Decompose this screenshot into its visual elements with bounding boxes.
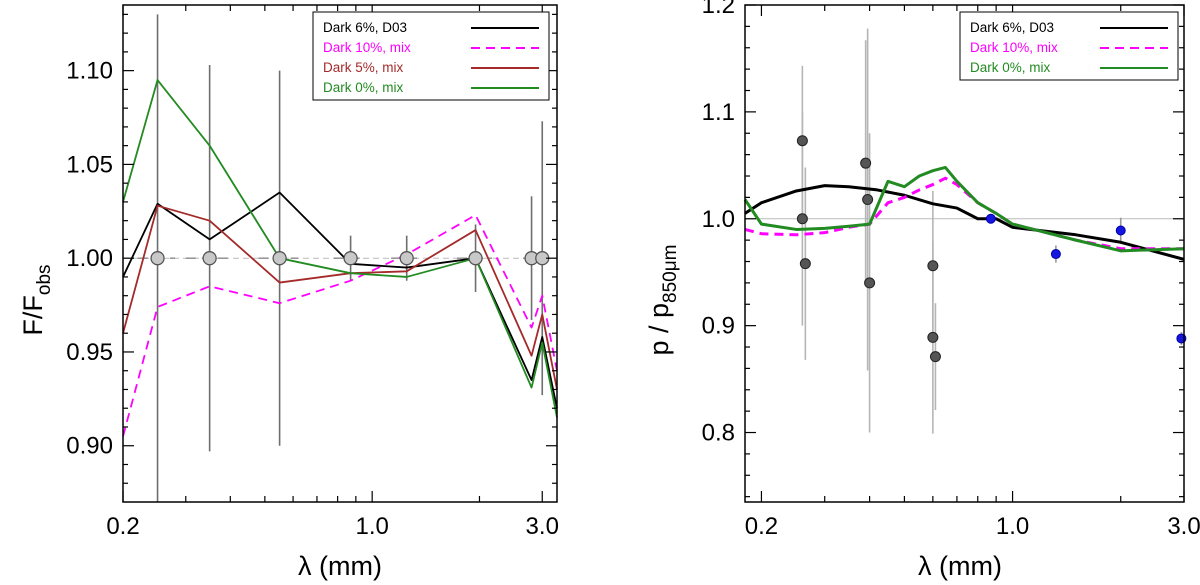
right-data-point: [927, 331, 939, 343]
left-y-tick-label: 1.05: [66, 151, 113, 178]
left-data-point: [343, 251, 358, 266]
right-data-point: [862, 194, 874, 206]
right-plot-frame: [744, 4, 1185, 503]
left-legend: Dark 6%, D03 Dark 10%, mix Dark 5%, mix Dar…: [312, 11, 550, 101]
right-legend-label-2: Dark 0%, mix: [970, 60, 1051, 75]
right-y-tick-label: 1.0: [702, 206, 735, 233]
right-data-point: [1050, 249, 1061, 260]
right-chart-panel: p / p850μm λ (mm) 0.8 0.9 1.0 1.1 1.2 0.2 1.0 3…: [644, 0, 1200, 581]
left-legend-label-2: Dark 5%, mix: [323, 60, 404, 75]
left-y-axis-label-subscript: obs: [34, 264, 55, 295]
right-data-point: [799, 258, 811, 270]
right-y-tick-label: 0.8: [702, 420, 735, 447]
right-y-tick-label: 1.1: [702, 99, 735, 126]
right-y-tick-label: 1.2: [702, 0, 735, 19]
right-series-line-2: [743, 165, 1185, 253]
left-x-tick-label: 3.0: [526, 513, 559, 540]
right-x-tick-label: 0.2: [745, 513, 778, 540]
left-series-line-3: [122, 79, 558, 418]
left-data-point: [202, 251, 217, 266]
left-x-tick-label: 0.2: [106, 513, 139, 540]
left-data-point: [272, 251, 287, 266]
left-y-tick-label: 0.95: [66, 339, 113, 366]
right-y-axis-label: p / p850μm: [644, 244, 681, 355]
right-legend-label-1: Dark 10%, mix: [970, 40, 1058, 55]
right-series-line-0: [744, 184, 1185, 261]
right-data-point: [796, 213, 808, 225]
left-y-tick-label: 0.90: [66, 433, 113, 460]
right-data-point: [929, 351, 941, 363]
right-x-tick-label: 3.0: [1167, 513, 1200, 540]
right-x-axis-label: λ (mm): [918, 551, 1002, 581]
right-data-point: [1115, 225, 1126, 236]
left-x-axis-label: λ (mm): [298, 551, 382, 581]
right-data-point: [927, 260, 939, 272]
right-plot-area: [743, 28, 1187, 434]
right-data-point: [796, 135, 808, 147]
right-series-lines: [743, 165, 1185, 261]
right-series-line-1: [744, 176, 1184, 251]
left-series-lines: [122, 79, 558, 437]
right-y-tick-label: 0.9: [702, 313, 735, 340]
right-data-point: [864, 277, 876, 289]
left-data-point: [399, 251, 414, 266]
left-data-point: [468, 251, 483, 266]
left-legend-label-1: Dark 10%, mix: [323, 40, 411, 55]
left-plot-frame: [122, 4, 558, 503]
left-legend-label-3: Dark 0%, mix: [323, 80, 404, 95]
left-y-tick-label: 1.10: [66, 58, 113, 85]
left-y-tick-label: 1.00: [66, 245, 113, 272]
right-y-axis-label-subscript: 850μm: [660, 244, 681, 302]
left-chart-panel: F/Fobs λ (mm) 0.90 0.95 1.00 1.05 1.10 0.2 1.0…: [18, 4, 559, 581]
right-legend-label-0: Dark 6%, D03: [970, 20, 1054, 35]
right-data-point: [985, 213, 996, 224]
left-x-tick-label: 1.0: [355, 513, 388, 540]
left-plot-area: [122, 14, 558, 502]
left-series-line-2: [122, 204, 558, 390]
left-legend-box: [312, 11, 550, 101]
left-data-point: [150, 251, 165, 266]
left-y-axis-label: F/Fobs: [18, 264, 55, 335]
left-series-line-1: [122, 214, 558, 437]
right-data-point: [860, 157, 872, 169]
right-x-tick-label: 1.0: [996, 513, 1029, 540]
left-legend-label-0: Dark 6%, D03: [323, 20, 407, 35]
right-legend: Dark 6%, D03 Dark 10%, mix Dark 0%, mix: [959, 11, 1179, 81]
left-series-line-0: [122, 191, 558, 409]
